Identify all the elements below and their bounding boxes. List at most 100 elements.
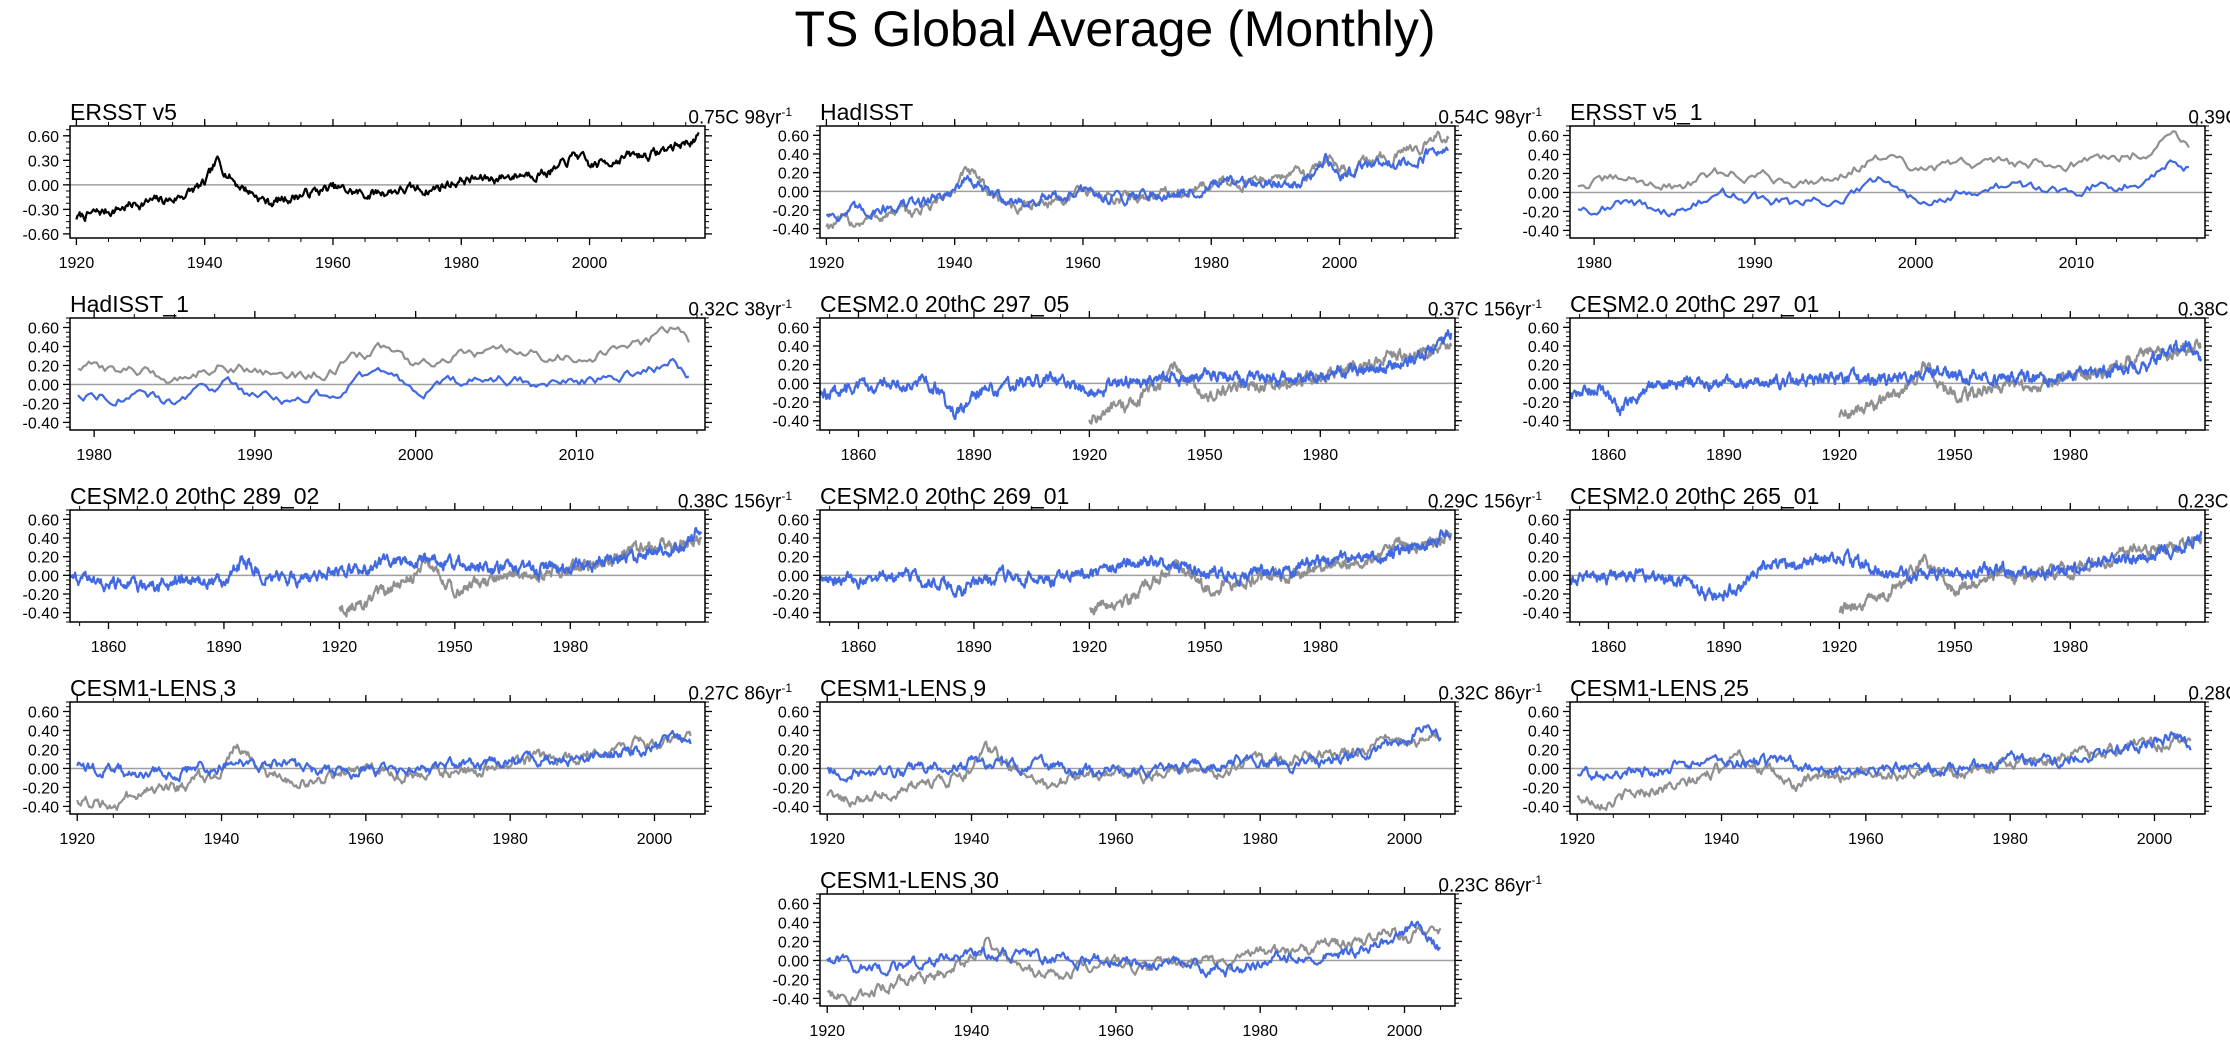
y-tick-label: 0.40 [1528,531,1559,548]
trend-stat: 0.38C 156yr-1 [678,484,792,514]
figure-title: TS Global Average (Monthly) [794,1,1436,57]
x-tick-label: 1980 [443,255,479,272]
plot-frame [69,125,706,239]
x-tick-label: 1940 [1704,831,1740,848]
series-line-reference [825,130,1450,230]
y-tick-label: 0.40 [28,723,59,740]
x-tick-label: 1980 [1193,255,1229,272]
series-line-reference [76,730,692,812]
plot-area: 0.60 0.30 0.00 -0.30 -0.60 1920 1940 1960 1980 20… [23,119,712,272]
x-tick-label: 1920 [1559,831,1595,848]
panel-title: CESM2.0 20thC 289_02 [70,483,320,509]
y-tick-label: -0.40 [23,415,60,432]
x-tick-label: 1960 [1098,1023,1134,1040]
series-line-model [1568,531,2203,602]
x-tick-label: 1890 [1706,639,1742,656]
series-line-model [76,729,692,783]
plot-frame [819,125,1456,239]
panel-title: CESM2.0 20thC 297_01 [1570,291,1820,317]
y-tick-label: 0.00 [778,953,809,970]
panel-title: ERSST v5 [70,99,177,125]
panel-title: CESM1-LENS 30 [820,867,999,893]
panel-title: HadISST [820,99,914,125]
y-tick-label: 0.20 [1528,166,1559,183]
x-tick-label: 1920 [1072,447,1108,464]
y-tick-label: 0.60 [28,512,59,529]
panel-title: CESM2.0 20thC 265_01 [1570,483,1820,509]
y-tick-label: 0.20 [778,742,809,759]
x-tick-label: 2000 [2137,831,2173,848]
trend-stat: 0.23C 86yr-1 [1438,868,1542,898]
y-tick-label: 0.60 [28,129,59,146]
trend-stat-text: 0.29C 156yr [1427,491,1532,513]
x-tick-label: 1920 [1822,639,1858,656]
y-tick-label: 0.00 [1528,185,1559,202]
panel-cesm1-lens-30: CESM1-LENS 30 0.23C 86yr-1 0.60 0.40 0.20 0.0… [773,866,1542,1056]
trend-stat-text: 0.75C 98yr [688,107,782,129]
y-tick-label: 0.60 [1528,512,1559,529]
plot-area: 0.60 0.40 0.20 0.00 -0.20 -0.40 1920 1940 1960 19… [773,887,1462,1040]
plot-area: 0.60 0.40 0.200.00 -0.20 -0.40 1860 1890 1920 19… [773,503,1462,656]
x-tick-label: 1940 [954,1023,990,1040]
y-tick-label: -0.20 [23,587,60,604]
x-tick-label: 1920 [322,639,358,656]
plot-frame [1569,125,2206,239]
x-tick-label: 1860 [841,447,877,464]
trend-stat-exponent: -1 [1531,105,1542,119]
plot-frame [819,893,1456,1007]
series-line-model [1568,339,2203,417]
panel-cesm2-297-01: CESM2.0 20thC 297_010.38C 156yr-10.600.4… [1523,290,2230,480]
x-tick-label: 2010 [2059,255,2095,272]
y-tick-label: 0.20 [28,550,59,567]
x-tick-label: 1920 [809,1023,845,1040]
y-tick-label: 0.40 [778,531,809,548]
trend-stat-text: 0.38C 156yr [677,491,782,513]
series-line-model [69,526,703,593]
x-tick-label: 1940 [204,831,240,848]
x-tick-label: 1980 [1242,831,1278,848]
series-line-model [77,357,690,407]
y-tick-label: -0.40 [773,606,810,623]
x-tick-label: 1960 [1098,831,1134,848]
y-tick-label: 0.20 [28,742,59,759]
x-tick-label: 1860 [91,639,127,656]
plot-frame [1569,701,2206,815]
x-tick-label: 1960 [1848,831,1884,848]
x-tick-label: 1980 [2053,639,2089,656]
series-line-model [818,529,1452,598]
x-tick-label: 1920 [1822,447,1858,464]
y-tick-label: -0.40 [1523,414,1560,431]
series-line-model [818,329,1453,421]
y-tick-label: 0.00 [28,377,59,394]
y-tick-label: 0.30 [28,153,59,170]
x-tick-label: 1950 [1187,447,1223,464]
x-tick-label: 1860 [1591,447,1627,464]
x-tick-label: 1990 [1737,255,1773,272]
y-tick-label: 0.40 [778,723,809,740]
y-tick-label: 0.00 [778,568,809,585]
x-tick-label: 1890 [1706,447,1742,464]
y-tick-label: 0.00 [1528,568,1559,585]
trend-stat-exponent: -1 [781,681,792,695]
panel-title: HadISST_1 [70,291,189,317]
trend-stat-exponent: -1 [1531,297,1542,311]
x-tick-label: 1950 [1937,447,1973,464]
series-line-model [826,920,1441,979]
y-tick-label: 0.20 [778,934,809,951]
series-line-reference [1838,338,2202,420]
x-tick-label: 1960 [1065,255,1101,272]
panel-ersst-v5: ERSST v5 0.75C 98yr-1 0.60 0.30 0.00 -0.30 -0.… [23,98,792,288]
series-line-model [1577,731,2192,782]
y-tick-label: 0.40 [778,339,809,356]
y-tick-label: 0.20 [778,166,809,183]
plot-frame [69,317,706,431]
panel-title: CESM1-LENS 9 [820,675,987,701]
x-tick-label: 1980 [553,639,589,656]
panel-cesm1-lens-25: CESM1-LENS 250.28C 86yr-10.600.400.200.0… [1523,674,2230,864]
y-tick-label: -0.40 [773,222,810,239]
x-tick-label: 1890 [956,447,992,464]
series-line-observed [75,132,700,223]
x-tick-label: 2000 [1387,831,1423,848]
trend-stat-exponent: -1 [781,489,792,503]
y-tick-label: -0.20 [23,780,60,797]
